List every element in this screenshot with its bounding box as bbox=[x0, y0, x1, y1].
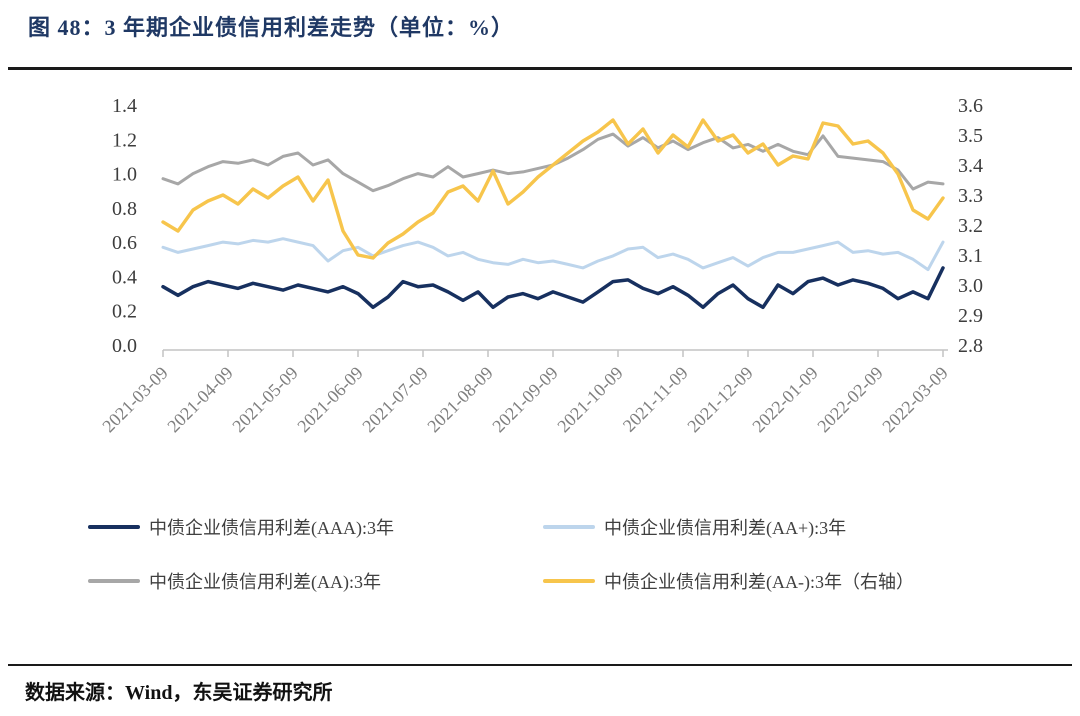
legend-label-aa-plus: 中债企业债信用利差(AA+):3年 bbox=[604, 518, 847, 538]
legend-item-aaa: 中债企业债信用利差(AAA):3年 bbox=[88, 514, 543, 540]
y-axis-left-tick-label: 0.4 bbox=[112, 266, 137, 288]
y-axis-right-tick-label: 3.2 bbox=[958, 215, 983, 237]
y-axis-left-tick-label: 0.0 bbox=[112, 335, 137, 357]
legend-swatch-aaa bbox=[88, 525, 140, 529]
y-axis-right-tick-label: 3.5 bbox=[958, 125, 983, 147]
y-axis-right-tick-label: 3.0 bbox=[958, 275, 983, 297]
x-axis-tick-label: 2021-09-09 bbox=[488, 363, 562, 437]
x-axis-tick-label: 2021-12-09 bbox=[683, 363, 757, 437]
y-axis-left-tick-label: 1.2 bbox=[112, 129, 137, 151]
x-axis-tick-label: 2021-04-09 bbox=[163, 363, 237, 437]
x-axis-tick-label: 2021-03-09 bbox=[98, 363, 172, 437]
y-axis-left-tick-label: 0.8 bbox=[112, 198, 137, 220]
legend-swatch-aa-plus bbox=[543, 525, 595, 529]
y-axis-left-tick-label: 0.6 bbox=[112, 232, 137, 254]
y-axis-right-tick-label: 3.1 bbox=[958, 245, 983, 267]
x-axis-tick-label: 2021-10-09 bbox=[553, 363, 627, 437]
x-axis-tick-label: 2021-07-09 bbox=[358, 363, 432, 437]
top-rule bbox=[8, 67, 1072, 70]
x-axis bbox=[162, 349, 948, 357]
legend-swatch-aa bbox=[88, 579, 140, 583]
legend-item-aa: 中债企业债信用利差(AA):3年 bbox=[88, 568, 543, 594]
legend-item-aa-plus: 中债企业债信用利差(AA+):3年 bbox=[543, 514, 990, 540]
chart-legend: 中债企业债信用利差(AAA):3年 中债企业债信用利差(AA+):3年中债企业债信… bbox=[88, 514, 990, 594]
legend-label-aa-minus: 中债企业债信用利差(AA-):3年（右轴） bbox=[604, 572, 914, 592]
x-axis-tick-label: 2021-05-09 bbox=[228, 363, 302, 437]
series-line-aa-minus bbox=[161, 118, 945, 260]
x-axis-tick-label: 2022-03-09 bbox=[878, 363, 952, 437]
y-axis-right-tick-label: 3.4 bbox=[958, 155, 983, 177]
y-axis-right-tick-label: 2.9 bbox=[958, 305, 983, 327]
y-axis-right-tick-label: 3.6 bbox=[958, 95, 983, 117]
x-axis-tick-label: 2021-11-09 bbox=[619, 363, 692, 436]
legend-label-aaa: 中债企业债信用利差(AAA):3年 bbox=[149, 518, 394, 538]
y-axis-left-tick-label: 1.0 bbox=[112, 164, 137, 186]
data-source: 数据来源：Wind，东吴证券研究所 bbox=[25, 682, 333, 704]
series-line-aa bbox=[161, 132, 945, 193]
x-axis-tick-label: 2022-02-09 bbox=[813, 363, 887, 437]
legend-swatch-aa-minus bbox=[543, 579, 595, 583]
figure-title: 图 48：3 年期企业债信用利差走势（单位：%） bbox=[28, 15, 515, 40]
series-line-aa-plus bbox=[161, 237, 945, 272]
legend-item-aa-minus: 中债企业债信用利差(AA-):3年（右轴） bbox=[543, 568, 990, 594]
legend-label-aa: 中债企业债信用利差(AA):3年 bbox=[149, 572, 381, 592]
x-axis-tick-label: 2022-01-09 bbox=[748, 363, 822, 437]
y-axis-right-tick-label: 3.3 bbox=[958, 185, 983, 207]
x-axis-tick-label: 2021-08-09 bbox=[423, 363, 497, 437]
bottom-rule bbox=[8, 664, 1072, 666]
y-axis-left-tick-label: 0.2 bbox=[112, 301, 137, 323]
series-line-aaa bbox=[161, 266, 945, 310]
y-axis-left-tick-label: 1.4 bbox=[112, 95, 137, 117]
x-axis-tick-label: 2021-06-09 bbox=[293, 363, 367, 437]
y-axis-right-tick-label: 2.8 bbox=[958, 335, 983, 357]
